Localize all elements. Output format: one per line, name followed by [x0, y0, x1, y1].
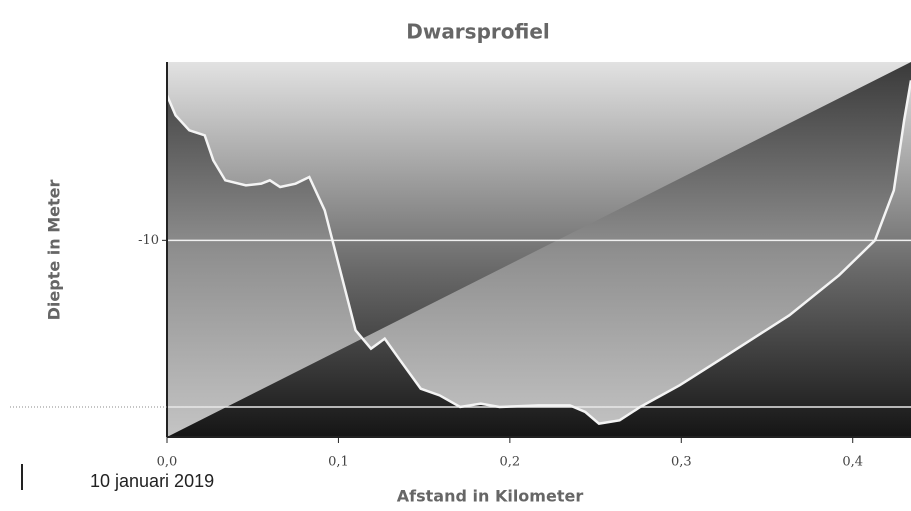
x-tick-label: 0,2 — [500, 455, 521, 470]
annotation: 10 januari 2019 — [90, 471, 214, 491]
plot — [167, 62, 911, 437]
x-tick-label: 0,0 — [157, 455, 178, 470]
x-tick-label: 0,4 — [842, 455, 863, 470]
chart-title: Dwarsprofiel — [406, 20, 550, 44]
x-tick-label: 0,1 — [328, 455, 349, 470]
y-tick-label: -10 — [138, 233, 159, 248]
profile-line — [167, 80, 911, 425]
ground — [167, 62, 911, 437]
y-axis-label: Diepte in Meter — [45, 180, 64, 321]
x-tick-label: 0,3 — [671, 455, 692, 470]
x-axis-label: Afstand in Kilometer — [397, 487, 584, 506]
